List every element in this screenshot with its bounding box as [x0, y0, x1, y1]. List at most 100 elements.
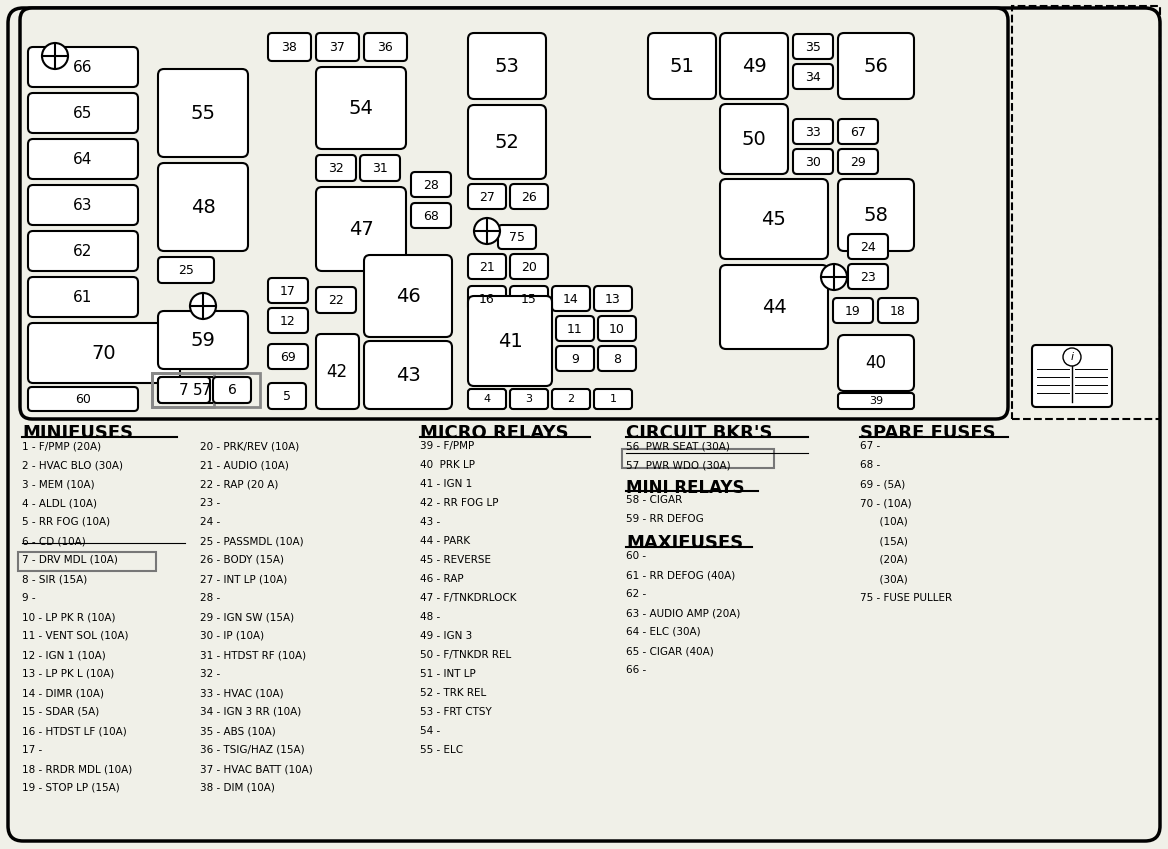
Text: 26 - BODY (15A): 26 - BODY (15A): [200, 555, 284, 565]
Text: 10: 10: [609, 323, 625, 335]
Text: 39 - F/PMP: 39 - F/PMP: [420, 441, 474, 451]
FancyBboxPatch shape: [510, 286, 548, 311]
Circle shape: [821, 264, 847, 290]
FancyBboxPatch shape: [317, 287, 356, 313]
Text: 32: 32: [328, 161, 343, 175]
Circle shape: [1063, 348, 1082, 366]
Text: MINI RELAYS: MINI RELAYS: [626, 479, 744, 497]
Text: 28: 28: [423, 178, 439, 192]
FancyBboxPatch shape: [317, 33, 359, 61]
Text: 24: 24: [860, 240, 876, 254]
Text: 68: 68: [423, 210, 439, 222]
Circle shape: [190, 293, 216, 319]
Text: 64 - ELC (30A): 64 - ELC (30A): [626, 627, 701, 637]
Text: 66: 66: [74, 59, 92, 75]
FancyBboxPatch shape: [411, 203, 451, 228]
Text: 65 - CIGAR (40A): 65 - CIGAR (40A): [626, 646, 714, 656]
FancyBboxPatch shape: [648, 33, 716, 99]
Text: 53: 53: [494, 57, 520, 76]
FancyBboxPatch shape: [848, 234, 888, 259]
FancyBboxPatch shape: [360, 155, 399, 181]
Text: 43: 43: [396, 366, 420, 385]
FancyBboxPatch shape: [468, 184, 506, 209]
Text: 4: 4: [484, 394, 491, 404]
Text: (20A): (20A): [860, 555, 908, 565]
FancyBboxPatch shape: [20, 8, 1008, 419]
Text: 23 -: 23 -: [200, 498, 221, 508]
FancyBboxPatch shape: [468, 33, 545, 99]
Text: 21: 21: [479, 261, 495, 273]
Text: 11 - VENT SOL (10A): 11 - VENT SOL (10A): [22, 631, 128, 641]
FancyBboxPatch shape: [552, 389, 590, 409]
Bar: [623, 449, 774, 468]
Text: 51 - INT LP: 51 - INT LP: [420, 669, 475, 679]
Bar: [18, 552, 157, 571]
Text: 67: 67: [850, 126, 865, 138]
Text: 45 - REVERSE: 45 - REVERSE: [420, 555, 491, 565]
Text: i: i: [1070, 352, 1073, 362]
Text: 3: 3: [526, 394, 533, 404]
Text: 31: 31: [373, 161, 388, 175]
FancyBboxPatch shape: [468, 286, 506, 311]
FancyBboxPatch shape: [793, 119, 833, 144]
FancyBboxPatch shape: [317, 155, 356, 181]
Text: 4 - ALDL (10A): 4 - ALDL (10A): [22, 498, 97, 508]
FancyBboxPatch shape: [267, 278, 308, 303]
Text: 42 - RR FOG LP: 42 - RR FOG LP: [420, 498, 499, 508]
Text: 16: 16: [479, 293, 495, 306]
Text: 47: 47: [348, 220, 374, 239]
Text: 42: 42: [326, 363, 348, 381]
FancyBboxPatch shape: [158, 377, 210, 403]
Text: 27: 27: [479, 190, 495, 204]
FancyBboxPatch shape: [158, 163, 248, 251]
Text: 69: 69: [280, 351, 296, 363]
Text: 8 - SIR (15A): 8 - SIR (15A): [22, 574, 88, 584]
Text: 46 - RAP: 46 - RAP: [420, 574, 464, 584]
Text: 58 - CIGAR: 58 - CIGAR: [626, 495, 682, 505]
FancyBboxPatch shape: [267, 344, 308, 369]
Text: 25: 25: [178, 263, 194, 277]
FancyBboxPatch shape: [364, 255, 452, 337]
Text: 61: 61: [74, 290, 92, 305]
Text: 13: 13: [605, 293, 621, 306]
Text: 1 - F/PMP (20A): 1 - F/PMP (20A): [22, 441, 102, 451]
Text: 12 - IGN 1 (10A): 12 - IGN 1 (10A): [22, 650, 106, 660]
Text: 31 - HTDST RF (10A): 31 - HTDST RF (10A): [200, 650, 306, 660]
FancyBboxPatch shape: [498, 225, 536, 249]
Text: 5 - RR FOG (10A): 5 - RR FOG (10A): [22, 517, 110, 527]
FancyBboxPatch shape: [28, 47, 138, 87]
FancyBboxPatch shape: [719, 179, 828, 259]
Text: 50: 50: [742, 130, 766, 149]
Text: 36: 36: [377, 41, 392, 53]
Text: 51: 51: [669, 57, 695, 76]
FancyBboxPatch shape: [595, 389, 632, 409]
FancyBboxPatch shape: [833, 298, 872, 323]
Text: 55: 55: [190, 104, 216, 122]
FancyBboxPatch shape: [267, 33, 311, 61]
Text: 56: 56: [863, 57, 889, 76]
Text: 48 -: 48 -: [420, 612, 440, 622]
Text: 55 - ELC: 55 - ELC: [420, 745, 464, 755]
Text: 2 - HVAC BLO (30A): 2 - HVAC BLO (30A): [22, 460, 123, 470]
Text: 46: 46: [396, 286, 420, 306]
Text: 14: 14: [563, 293, 579, 306]
FancyBboxPatch shape: [267, 308, 308, 333]
Bar: [152, 373, 260, 407]
Text: 39: 39: [869, 396, 883, 406]
FancyBboxPatch shape: [510, 184, 548, 209]
FancyBboxPatch shape: [719, 33, 788, 99]
Text: 28 -: 28 -: [200, 593, 221, 603]
FancyBboxPatch shape: [28, 139, 138, 179]
Text: 60 -: 60 -: [626, 551, 646, 561]
FancyBboxPatch shape: [793, 149, 833, 174]
Text: 34 - IGN 3 RR (10A): 34 - IGN 3 RR (10A): [200, 707, 301, 717]
FancyBboxPatch shape: [837, 149, 878, 174]
Circle shape: [42, 43, 68, 69]
FancyBboxPatch shape: [317, 187, 406, 271]
Text: 52 - TRK REL: 52 - TRK REL: [420, 688, 486, 698]
FancyBboxPatch shape: [837, 33, 915, 99]
Text: 48: 48: [190, 198, 215, 216]
Text: CIRCUIT BKR'S: CIRCUIT BKR'S: [626, 424, 772, 442]
Text: 17: 17: [280, 284, 296, 297]
Text: 2: 2: [568, 394, 575, 404]
